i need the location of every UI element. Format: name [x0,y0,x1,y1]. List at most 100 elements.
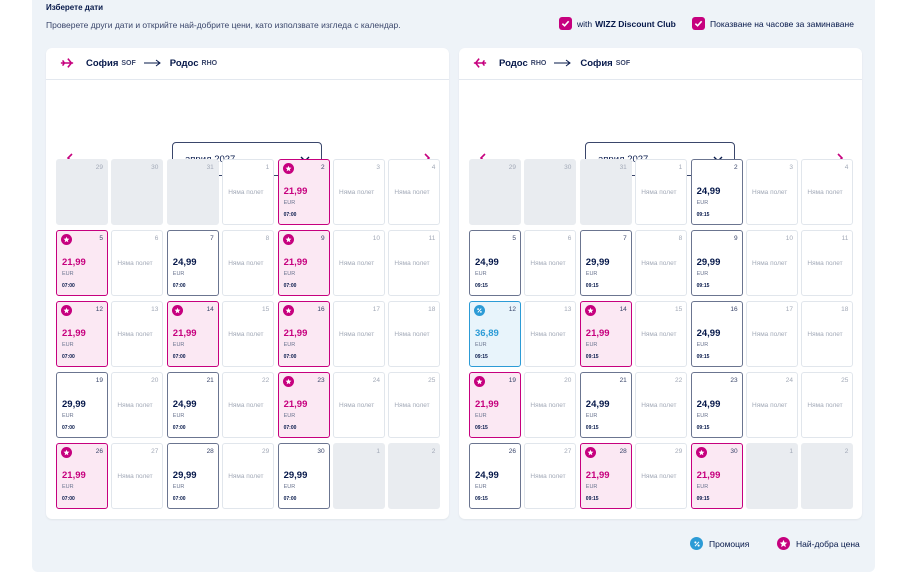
day-cell-available[interactable]: 23 21,99 EUR 07:00 [277,372,330,438]
day-cell-available[interactable]: 5 21,99 EUR 07:00 [56,230,108,296]
no-flight-label: Няма полет [752,402,788,409]
departure-time: 07:00 [172,425,186,431]
fare-price: 24,99 [696,186,721,197]
day-cell-outside-month: 29 [56,159,108,225]
no-flight-label: Няма полет [117,402,153,409]
day-cell-available[interactable]: 2 24,99 EUR 09:15 [690,159,743,225]
no-flight-label: Няма полет [339,331,375,338]
discount-club-checkbox[interactable]: with WIZZ Discount Club [559,17,679,30]
day-number: 6 [154,235,159,242]
day-cell-outside-month: 1 [746,443,798,509]
day-cell-available[interactable]: 12 36,89 EUR 09:15 [469,301,521,367]
no-flight-label: Няма полет [117,473,153,480]
departure-time: 07:00 [62,283,75,289]
day-cell-available[interactable]: 12 21,99 EUR 07:00 [56,301,108,367]
day-number: 27 [151,448,159,455]
day-cell-outside-month: 2 [801,443,854,509]
destination-city: София [580,57,613,69]
day-cell-available[interactable]: 9 29,99 EUR 09:15 [690,230,743,296]
discount-club-label: WIZZ Discount Club [595,18,676,29]
day-cell-available[interactable]: 30 29,99 EUR 07:00 [277,443,330,509]
day-cell-available[interactable]: 14 21,99 EUR 09:15 [579,301,632,367]
day-number: 23 [317,377,325,384]
day-number: 13 [564,306,572,313]
percent-icon [690,537,703,550]
day-cell-available[interactable]: 30 21,99 EUR 09:15 [690,443,743,509]
departure-time: 07:00 [62,425,75,431]
departure-time: 09:15 [696,354,710,360]
day-number: 3 [789,164,793,171]
day-cell-available[interactable]: 28 21,99 EUR 09:15 [579,443,632,509]
day-number: 29 [261,448,270,455]
show-times-checkbox[interactable]: Показване на часове за заминаване [692,17,854,30]
day-cell-available[interactable]: 14 21,99 EUR 07:00 [166,301,219,367]
day-number: 17 [372,306,380,313]
fare-price: 24,99 [172,257,197,268]
fare-currency: EUR [475,484,487,490]
fare-price: 29,99 [585,257,610,268]
day-cell-available[interactable]: 26 21,99 EUR 07:00 [56,443,108,509]
day-cell-available[interactable]: 21 24,99 EUR 09:15 [579,372,632,438]
day-cell-no-flight: 15 Няма полет [635,301,688,367]
no-flight-label: Няма полет [530,402,566,409]
day-cell-available[interactable]: 2 21,99 EUR 07:00 [277,159,330,225]
fare-price: 21,99 [172,328,197,339]
day-cell-no-flight: 8 Няма полет [635,230,688,296]
day-cell-outside-month: 29 [469,159,521,225]
fare-currency: EUR [696,342,709,348]
day-number: 24 [372,377,380,384]
day-cell-available[interactable]: 5 24,99 EUR 09:15 [469,230,521,296]
day-cell-no-flight: 11 Няма полет [388,230,441,296]
no-flight-label: Няма полет [807,331,843,338]
day-cell-available[interactable]: 19 21,99 EUR 09:15 [469,372,521,438]
day-cell-available[interactable]: 7 29,99 EUR 09:15 [579,230,632,296]
day-cell-available[interactable]: 16 24,99 EUR 09:15 [690,301,743,367]
day-number: 7 [623,235,627,242]
show-times-label: Показване на часове за заминаване [710,18,854,29]
day-cell-no-flight: 3 Няма полет [333,159,385,225]
day-cell-available[interactable]: 28 29,99 EUR 07:00 [166,443,219,509]
day-number: 10 [372,235,380,242]
departure-time: 07:00 [172,354,186,360]
departure-time: 07:00 [172,496,186,502]
fare-currency: EUR [283,413,296,419]
star-icon [282,376,294,387]
destination-code: RHO [201,59,218,67]
day-cell-no-flight: 24 Няма полет [746,372,798,438]
day-cell-available[interactable]: 16 21,99 EUR 07:00 [277,301,330,367]
fare-currency: EUR [475,342,487,348]
departure-time: 09:15 [696,283,710,289]
fare-currency: EUR [585,413,598,419]
no-flight-label: Няма полет [228,331,264,338]
star-icon [584,447,596,458]
day-number: 28 [206,448,214,455]
fare-price: 21,99 [283,186,308,197]
day-cell-available[interactable]: 21 24,99 EUR 07:00 [166,372,219,438]
day-cell-no-flight: 25 Няма полет [388,372,441,438]
day-cell-available[interactable]: 9 21,99 EUR 07:00 [277,230,330,296]
day-cell-available[interactable]: 7 24,99 EUR 07:00 [166,230,219,296]
departure-time: 07:00 [283,283,297,289]
section-subtitle: Проверете други дати и открийте най-добр… [46,20,401,30]
star-icon [61,234,72,245]
day-cell-no-flight: 27 Няма полет [524,443,577,509]
origin-city: Родос [499,57,528,69]
discount-club-label-prefix: with [577,18,593,29]
day-number: 24 [785,377,793,384]
fare-price: 36,89 [475,328,499,339]
day-number: 29 [508,164,516,171]
day-cell-no-flight: 20 Няма полет [111,372,164,438]
day-number: 11 [841,235,849,242]
no-flight-label: Няма полет [807,260,843,267]
day-cell-available[interactable]: 23 24,99 EUR 09:15 [690,372,743,438]
fare-price: 21,99 [62,257,86,268]
fare-currency: EUR [696,413,709,419]
day-cell-available[interactable]: 26 24,99 EUR 09:15 [469,443,521,509]
return-calendar: РодосRHOСофияSOFаприл 2027ПОНВТСРЧЕТВПЕТ… [459,48,862,519]
day-number: 9 [733,235,738,242]
day-cell-no-flight: 13 Няма полет [524,301,577,367]
fare-currency: EUR [283,271,296,277]
day-number: 1 [265,164,270,171]
day-cell-available[interactable]: 19 29,99 EUR 07:00 [56,372,108,438]
day-number: 4 [844,164,849,171]
